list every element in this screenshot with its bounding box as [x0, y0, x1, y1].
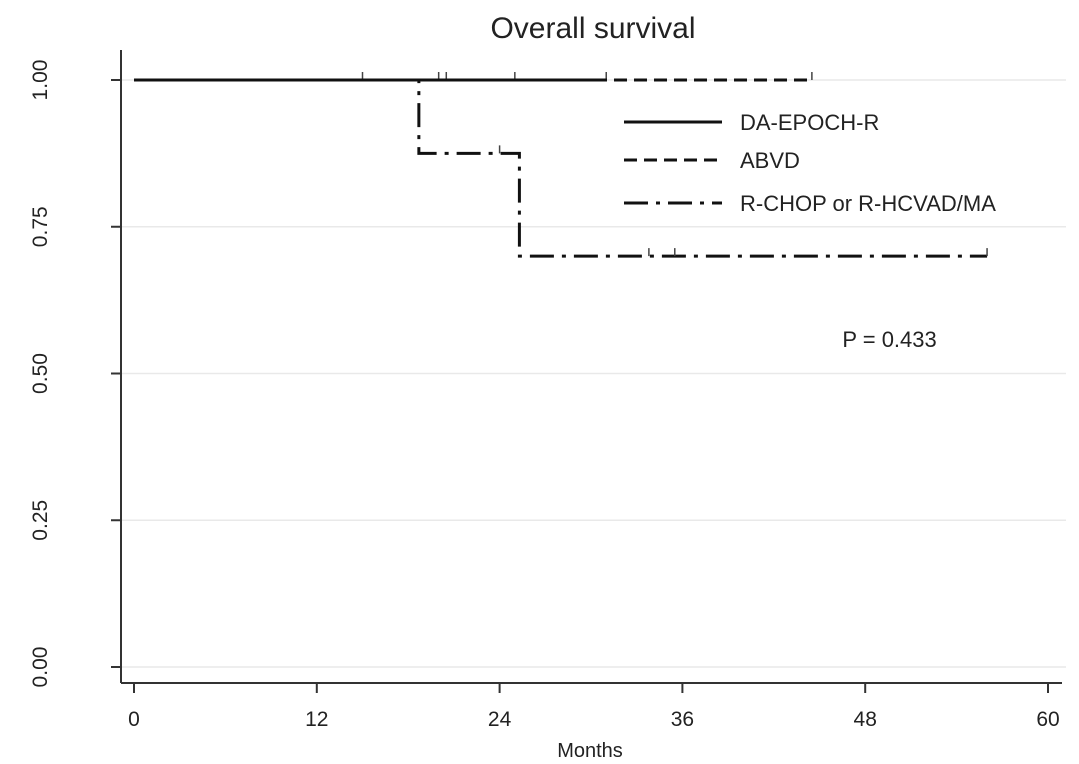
legend-label-2: R-CHOP or R-HCVAD/MA — [740, 191, 996, 216]
y-tick-label-4: 1.00 — [29, 60, 52, 101]
tick-labels: 0 12 24 36 48 60 0.00 0.25 0.50 0.75 1.00 — [29, 60, 1060, 731]
x-tick-label-3: 36 — [671, 708, 694, 731]
grid-lines — [121, 79, 1066, 668]
legend-label-1: ABVD — [740, 148, 800, 173]
chart-title: Overall survival — [490, 12, 695, 45]
legend: DA-EPOCH-R ABVD R-CHOP or R-HCVAD/MA — [624, 110, 996, 216]
x-tick-label-2: 24 — [488, 708, 512, 731]
series-line-2 — [134, 78, 988, 258]
series-lines — [134, 72, 988, 258]
x-tick-label-0: 0 — [128, 708, 140, 731]
legend-label-0: DA-EPOCH-R — [740, 110, 879, 135]
annotations: P = 0.433 — [842, 327, 936, 352]
y-tick-label-2: 0.50 — [29, 353, 52, 394]
y-tick-label-3: 0.75 — [29, 206, 52, 247]
axes — [120, 50, 1062, 684]
x-tick-label-5: 60 — [1036, 708, 1059, 731]
x-axis-label: Months — [557, 740, 623, 762]
p-value-annotation: P = 0.433 — [842, 327, 936, 352]
x-tick-label-1: 12 — [305, 708, 328, 731]
y-tick-label-1: 0.25 — [29, 500, 52, 541]
x-tick-label-4: 48 — [854, 708, 877, 731]
y-tick-label-0: 0.00 — [29, 647, 52, 688]
